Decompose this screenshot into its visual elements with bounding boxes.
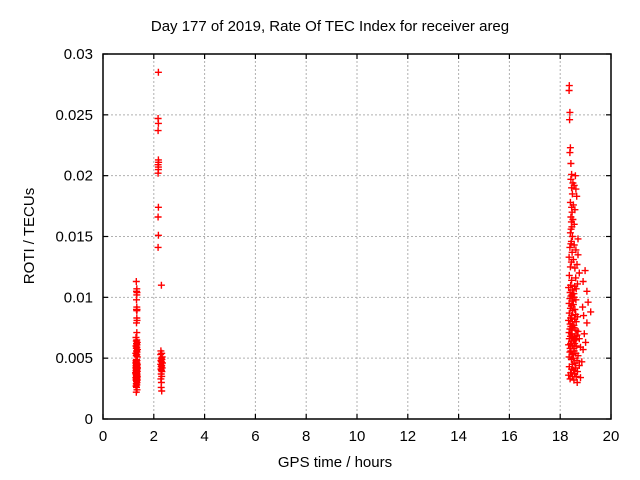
x-tick-label: 12 xyxy=(399,428,416,445)
x-tick-label: 14 xyxy=(450,428,467,445)
scatter-plus-markers xyxy=(132,68,595,396)
y-tick-label: 0.015 xyxy=(55,229,93,246)
x-tick-label: 2 xyxy=(150,428,158,445)
data-points-layer xyxy=(132,68,595,396)
x-tick-label: 16 xyxy=(501,428,518,445)
y-tick-label: 0 xyxy=(85,411,93,428)
axis-ticks xyxy=(102,53,612,420)
x-tick-label: 8 xyxy=(302,428,310,445)
y-tick-label: 0.02 xyxy=(64,168,93,185)
x-tick-label: 4 xyxy=(200,428,208,445)
gridlines xyxy=(103,54,611,419)
x-axis-label: GPS time / hours xyxy=(278,454,392,471)
y-tick-label: 0.025 xyxy=(55,107,93,124)
x-tick-label: 0 xyxy=(99,428,107,445)
x-tick-label: 6 xyxy=(251,428,259,445)
x-tick-label: 18 xyxy=(552,428,569,445)
y-tick-label: 0.005 xyxy=(55,350,93,367)
y-axis-label: ROTI / TECUs xyxy=(21,188,38,284)
y-tick-label: 0.03 xyxy=(64,46,93,63)
x-tick-label: 10 xyxy=(349,428,366,445)
x-tick-label: 20 xyxy=(603,428,620,445)
y-tick-label: 0.01 xyxy=(64,289,93,306)
chart-title: Day 177 of 2019, Rate Of TEC Index for r… xyxy=(151,18,509,35)
tick-labels: 0 2 4 6 8 10 12 14 16 18 20 0 0.005 0.01 0.015 0.02 0.02… xyxy=(55,46,619,445)
